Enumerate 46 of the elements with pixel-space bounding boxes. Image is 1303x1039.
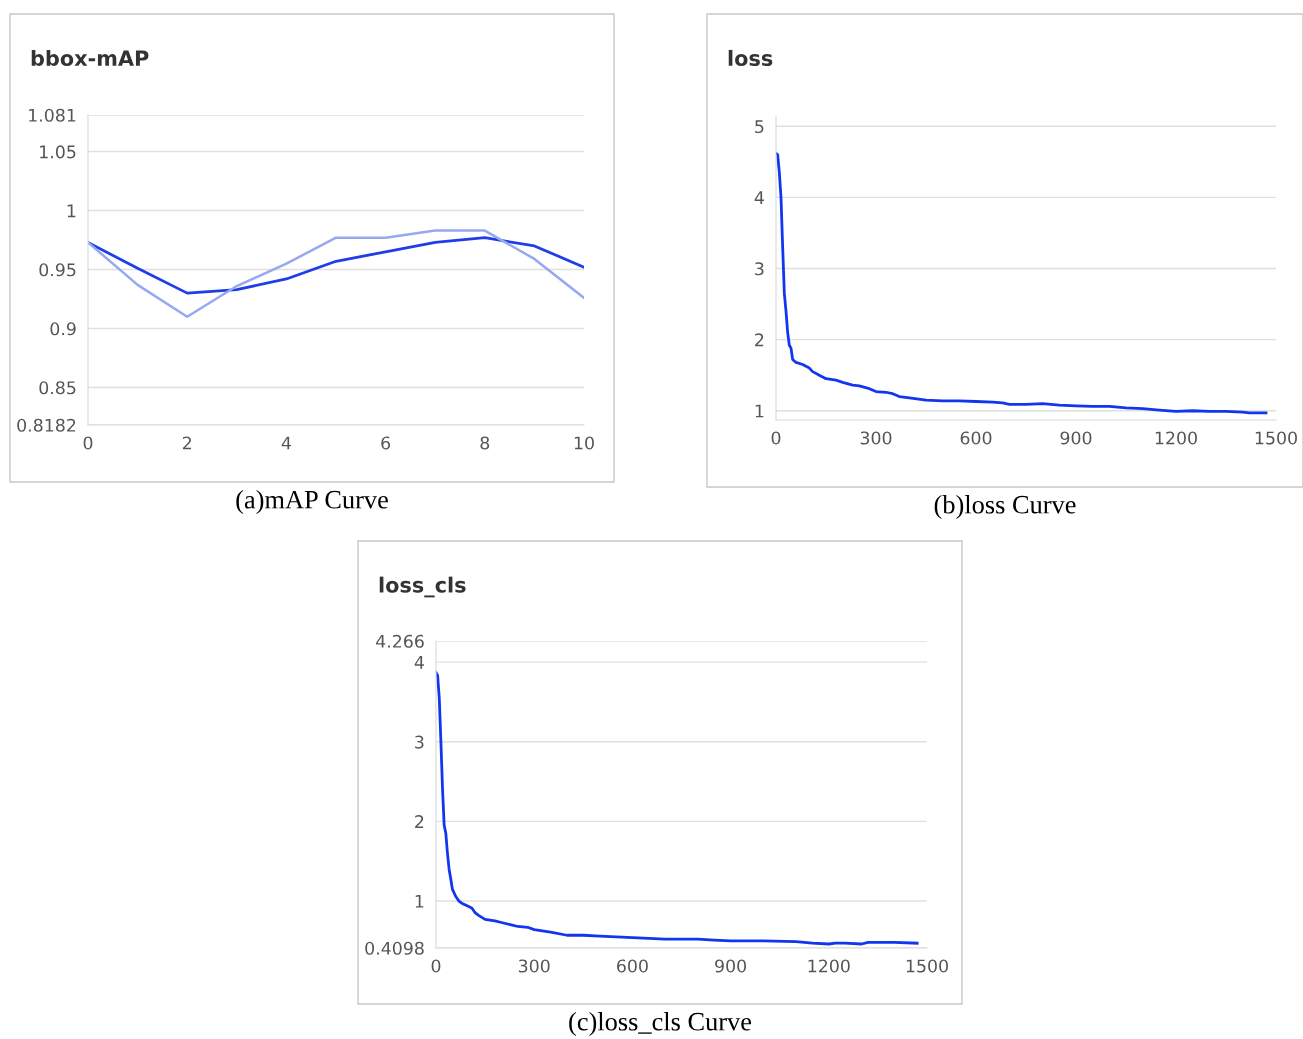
y-tick-label: 4 [754,191,764,204]
x-tick-label: 300 [518,959,550,973]
x-tick-label: 900 [1060,431,1092,445]
y-tick-label: 5 [755,120,764,134]
line-series [436,671,919,946]
y-tick-label: 4.266 [376,634,424,648]
x-tick-label: 6 [381,436,391,450]
y-tick-label: 1 [67,204,76,218]
y-tick-label: 3 [415,735,424,749]
y-tick-label: 0.9 [50,322,76,336]
y-tick-label: 4 [414,656,424,669]
x-tick-label: 0 [771,431,781,445]
y-tick-label: 0.8182 [17,418,76,432]
x-tick-label: 8 [480,436,490,450]
x-tick-label: 1500 [1255,431,1297,445]
x-tick-label: 300 [860,431,892,445]
x-tick-label: 1200 [808,959,850,973]
text: (b)loss Curve [934,495,1076,519]
x-tick-label: 1200 [1155,431,1197,445]
line-series [776,151,1268,415]
y-tick-label: 1.05 [40,145,76,159]
line-series [88,236,584,295]
x-tick-label: 600 [617,959,648,973]
x-tick-label: 4 [281,436,291,450]
x-tick-label: 0 [83,436,93,450]
y-tick-label: 2 [755,333,764,347]
y-tick-label: 0.95 [39,263,76,277]
chart-title: loss_cls [379,576,466,598]
line-series [88,229,584,318]
x-tick-label: 0 [431,959,441,973]
y-tick-label: 0.4098 [365,941,424,955]
x-tick-label: 900 [715,959,747,973]
y-tick-label: 3 [755,262,764,276]
y-tick-label: 2 [415,815,424,828]
y-tick-label: 1 [755,404,764,418]
y-tick-label: 1.081 [29,108,76,122]
x-tick-label: 10 [574,436,594,450]
chart-title: loss [728,49,773,67]
y-tick-label: 0.85 [39,381,76,395]
y-tick-label: 1 [415,894,424,908]
chart-title: bbox-mAP [31,49,149,67]
x-tick-label: 600 [960,431,992,445]
text: (c)loss_cls Curve [569,1012,752,1036]
x-tick-label: 1500 [906,959,948,973]
text: (a)mAP Curve [236,490,388,514]
x-tick-label: 2 [182,436,191,450]
